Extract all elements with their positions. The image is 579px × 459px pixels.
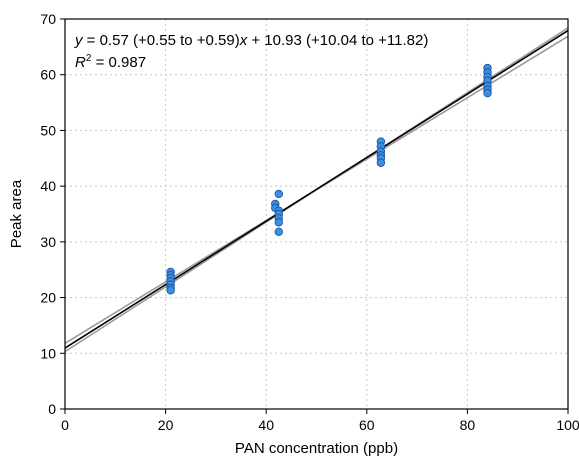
y-axis-ticks: 0 10 20 30 40 50 60 70 (40, 11, 65, 417)
x-tick-label: 20 (158, 417, 174, 433)
y-tick-label: 30 (40, 234, 56, 250)
data-points (166, 63, 492, 295)
plot-frame (64, 18, 569, 410)
regression-equation: y = 0.57 (+0.55 to +0.59)x + 10.93 (+10.… (74, 32, 428, 49)
equation-y-var: y (74, 32, 84, 49)
r2-symbol: R (75, 54, 86, 71)
y-tick-label: 40 (40, 178, 56, 194)
x-tick-label: 40 (258, 417, 274, 433)
data-point (274, 227, 283, 237)
y-axis-label: Peak area (8, 179, 25, 248)
data-point (274, 189, 283, 199)
y-tick-label: 70 (40, 11, 56, 27)
fit-line (64, 29, 569, 349)
regression-line (64, 29, 569, 349)
y-tick-label: 50 (40, 122, 56, 138)
x-tick-label: 0 (61, 417, 69, 433)
x-tick-label: 80 (460, 417, 476, 433)
x-tick-label: 60 (359, 417, 375, 433)
x-axis-ticks: 0 20 40 60 80 100 (61, 409, 579, 433)
data-point (166, 286, 175, 295)
grid-lines (65, 19, 568, 409)
data-point (483, 88, 492, 98)
r-squared: R2 = 0.987 (75, 53, 146, 71)
y-tick-label: 0 (48, 401, 56, 417)
r2-superscript: 2 (86, 53, 92, 64)
y-tick-label: 60 (40, 67, 56, 83)
y-tick-label: 20 (40, 290, 56, 306)
equation-slope-part: = 0.57 (+0.55 to +0.59) (83, 32, 240, 49)
equation-x-var: x (239, 32, 248, 49)
r2-value: = 0.987 (91, 54, 146, 71)
y-tick-label: 10 (40, 345, 56, 361)
equation-intercept-part: + 10.93 (+10.04 to +11.82) (247, 32, 428, 49)
x-tick-label: 100 (556, 417, 579, 433)
data-point (274, 218, 283, 227)
data-point (376, 158, 386, 167)
x-axis-label: PAN concentration (ppb) (235, 440, 398, 457)
